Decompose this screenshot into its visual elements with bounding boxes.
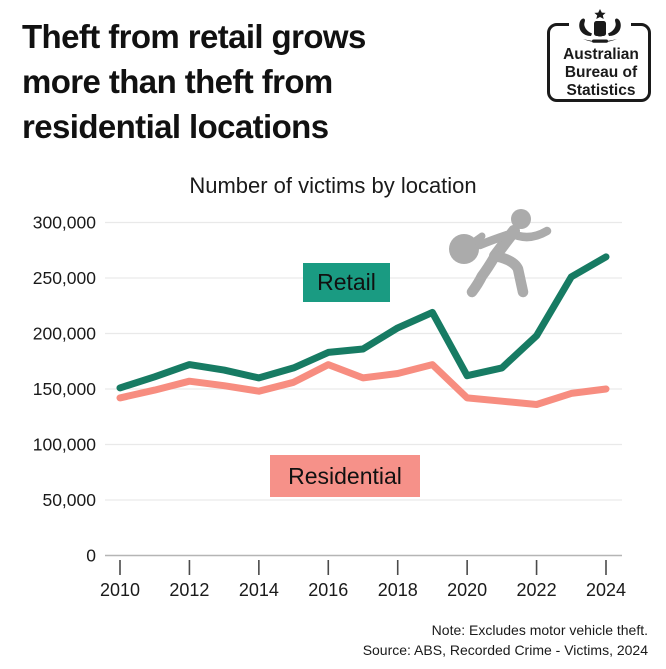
y-tick-label: 100,000 (33, 435, 97, 455)
x-tick-label: 2014 (239, 580, 279, 600)
page-title: Theft from retail grows more than theft … (22, 18, 366, 145)
australian-coat-of-arms-icon (569, 8, 631, 46)
x-tick-label: 2010 (100, 580, 140, 600)
chart-title: Number of victims by location (189, 173, 477, 198)
x-tick-label: 2024 (586, 580, 626, 600)
y-tick-label: 50,000 (42, 490, 96, 510)
y-tick-label: 150,000 (33, 379, 97, 399)
y-tick-label: 200,000 (33, 324, 97, 344)
x-tick-label: 2018 (378, 580, 418, 600)
chart-source: Source: ABS, Recorded Crime - Victims, 2… (362, 642, 648, 658)
y-tick-label: 0 (86, 546, 96, 566)
abs-logo-text: Australian Bureau of Statistics (563, 46, 639, 99)
residential-line (116, 361, 610, 408)
retail-series-label: Retail (303, 263, 390, 302)
chart-note: Note: Excludes motor vehicle theft. (431, 622, 648, 638)
x-tick-label: 2016 (308, 580, 348, 600)
abs-logo: Australian Bureau of Statistics (545, 8, 657, 106)
y-tick-label: 250,000 (33, 268, 97, 288)
residential-series-label: Residential (270, 455, 420, 497)
x-tick-label: 2012 (169, 580, 209, 600)
y-tick-label: 300,000 (33, 213, 97, 233)
x-tick-label: 2022 (517, 580, 557, 600)
x-tick-label: 2020 (447, 580, 487, 600)
